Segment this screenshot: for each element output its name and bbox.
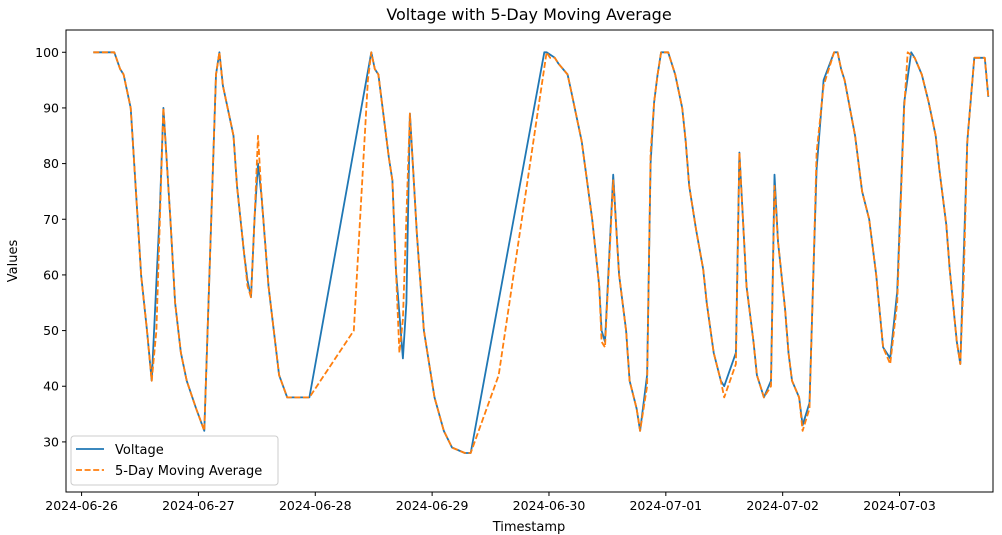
x-tick-label: 2024-06-28: [279, 498, 352, 513]
y-axis-label: Values: [6, 240, 21, 283]
y-tick-label: 60: [43, 267, 59, 282]
x-tick-label: 2024-06-29: [396, 498, 469, 513]
x-tick-label: 2024-06-27: [162, 498, 235, 513]
plot-area: [65, 29, 994, 493]
moving-average-line: [93, 51, 990, 454]
x-tick-label: 2024-07-03: [863, 498, 936, 513]
legend-box: [70, 435, 279, 486]
legend-label-moving-average: 5-Day Moving Average: [115, 464, 262, 479]
y-tick-label: 70: [43, 212, 59, 227]
x-tick-label: 2024-06-30: [513, 498, 586, 513]
plot-frame: [65, 29, 994, 493]
y-tick-label: 30: [43, 434, 59, 449]
x-tick-label: 2024-06-26: [45, 498, 118, 513]
series-layer: [93, 51, 990, 454]
x-tick-label: 2024-07-01: [629, 498, 702, 513]
y-tick-label: 100: [35, 45, 59, 60]
legend-label-voltage: Voltage: [115, 443, 164, 458]
y-tick-label: 40: [43, 379, 59, 394]
x-axis-label: Timestamp: [492, 520, 566, 535]
y-axis: 30 40 50 60 70 80 90 100: [35, 45, 66, 449]
legend: Voltage 5-Day Moving Average: [70, 435, 279, 486]
y-tick-label: 90: [43, 100, 59, 115]
x-axis: 2024-06-26 2024-06-27 2024-06-28 2024-06-29…: [45, 492, 936, 513]
x-tick-label: 2024-07-02: [746, 498, 819, 513]
y-tick-label: 50: [43, 323, 59, 338]
y-tick-label: 80: [43, 156, 59, 171]
chart-title: Voltage with 5-Day Moving Average: [386, 5, 671, 24]
